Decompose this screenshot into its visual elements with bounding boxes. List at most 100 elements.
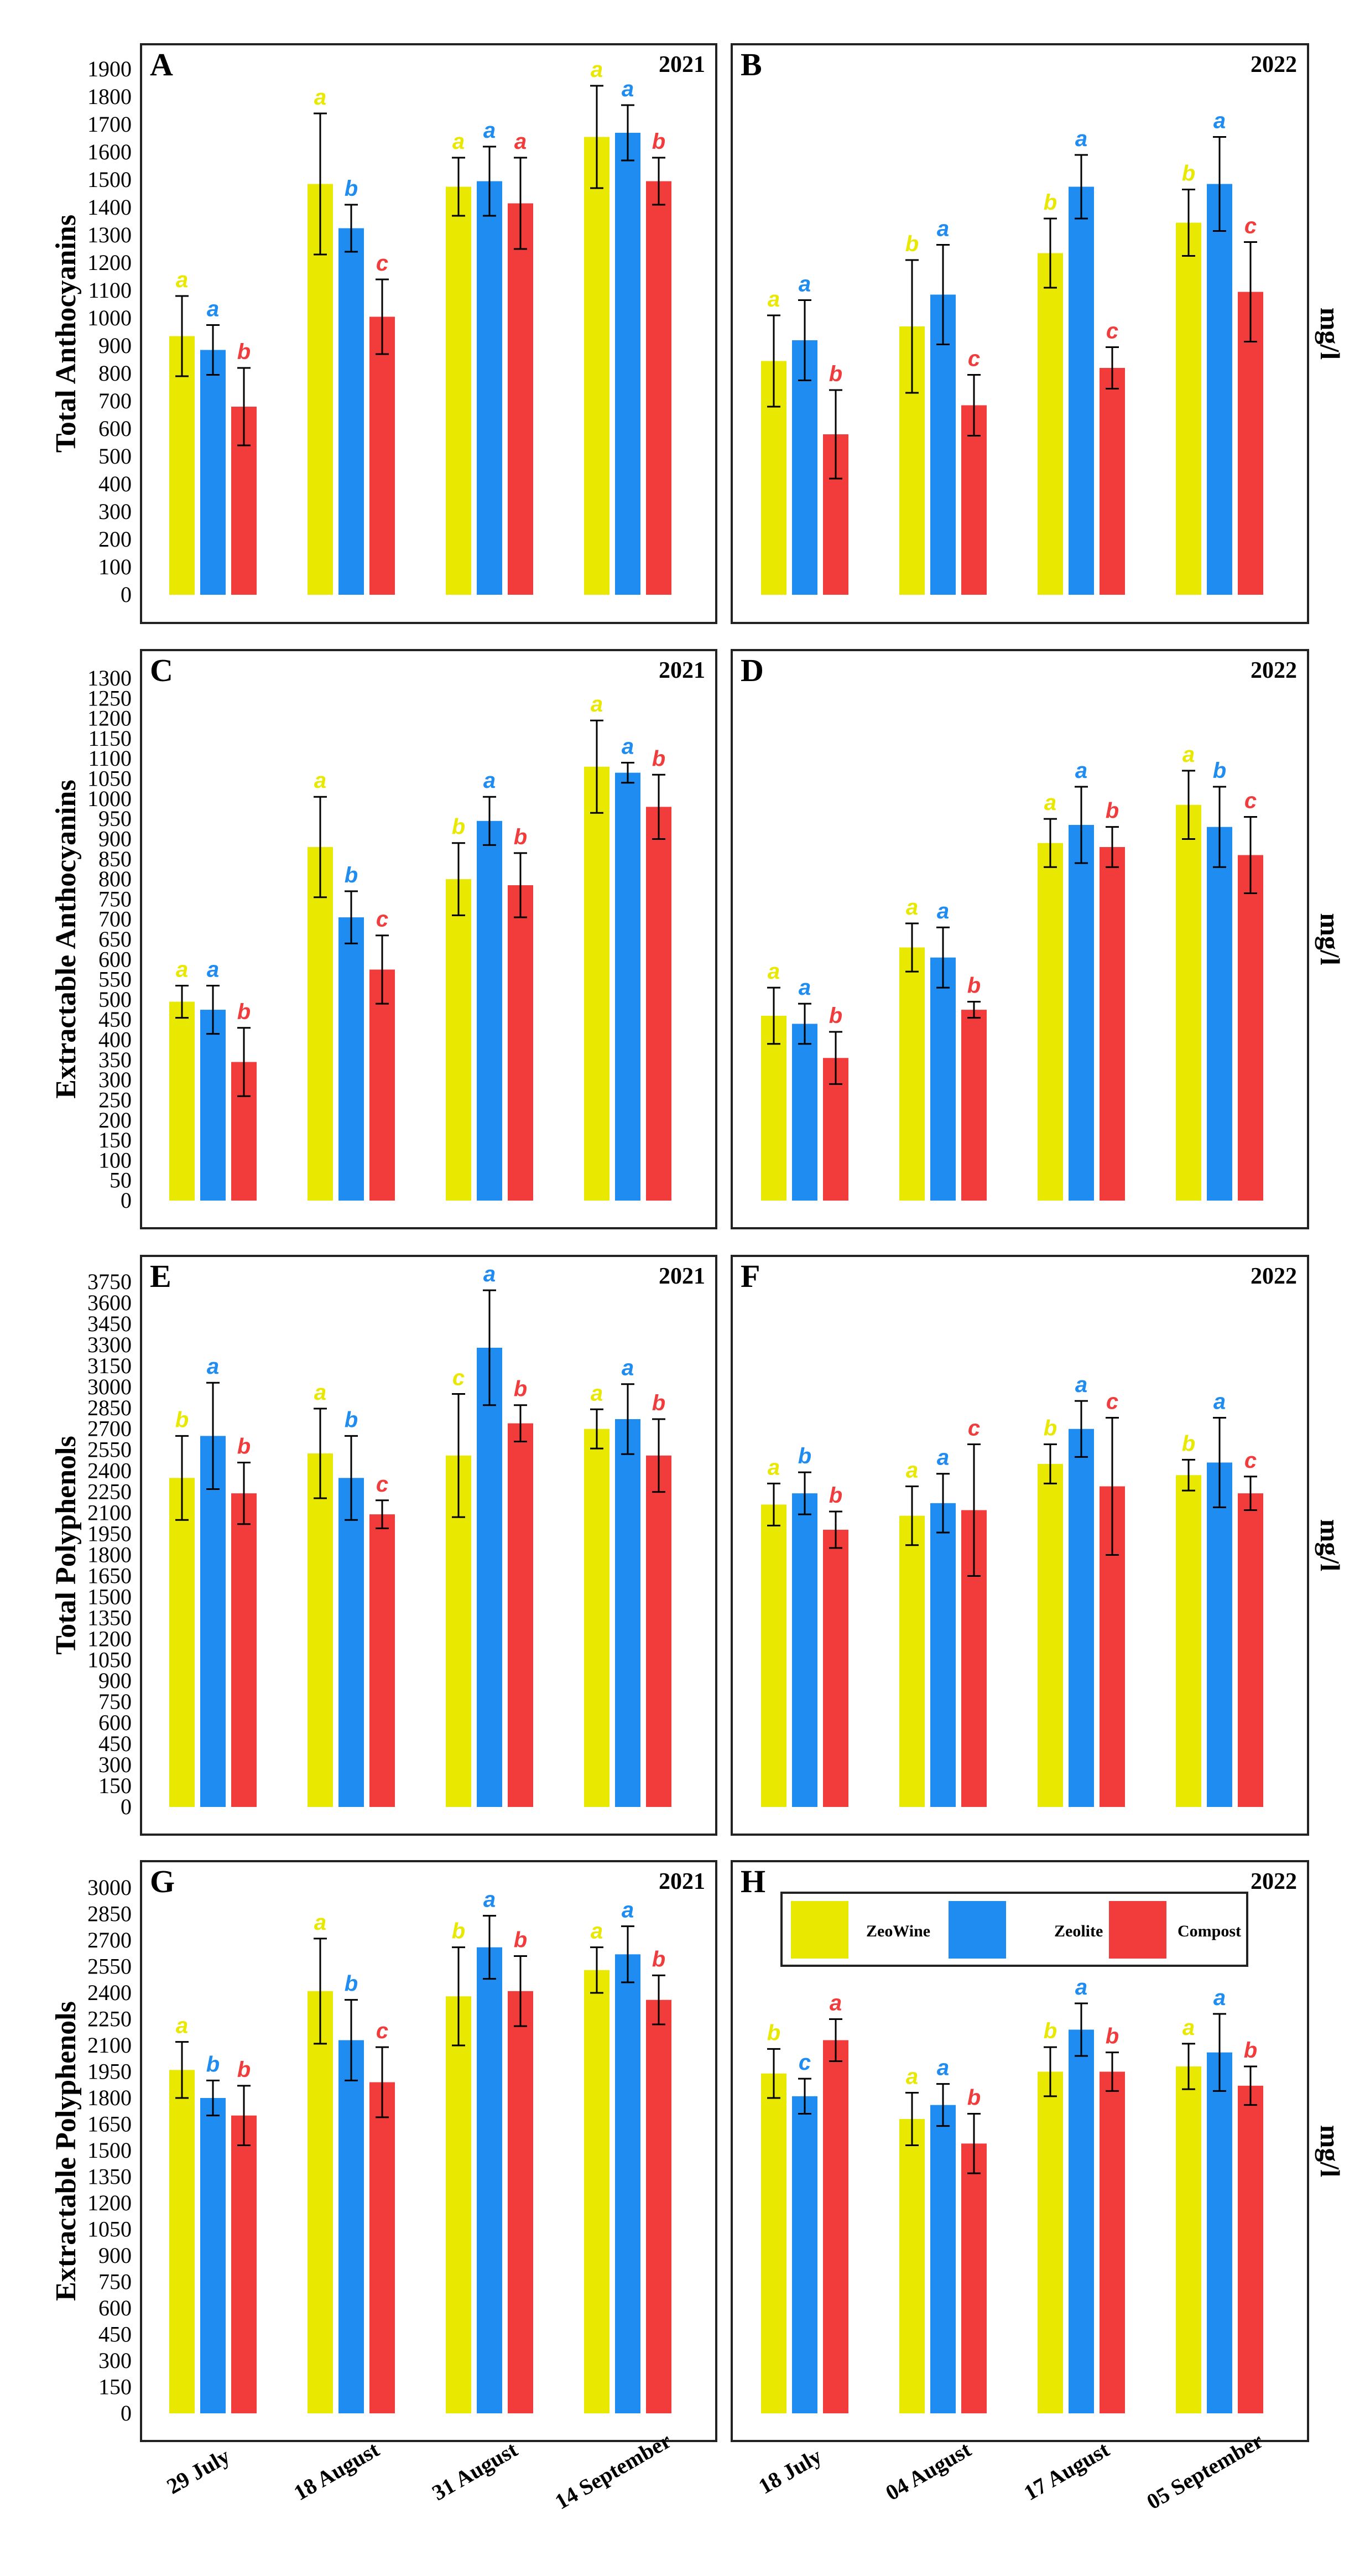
y-tick-label: 1300 bbox=[87, 666, 132, 690]
y-tick-label: 1150 bbox=[88, 726, 132, 751]
significance-letter: a bbox=[1213, 1389, 1226, 1414]
significance-letter: a bbox=[591, 1381, 603, 1405]
bar-compost bbox=[1238, 855, 1263, 1201]
bar-zeolite bbox=[338, 2040, 364, 2413]
bar-zeolite bbox=[338, 1478, 364, 1807]
y-tick-label: 2400 bbox=[87, 1458, 132, 1483]
panel-year: 2021 bbox=[659, 52, 705, 77]
significance-letter: b bbox=[452, 815, 465, 839]
y-tick-label: 1950 bbox=[87, 2059, 132, 2084]
significance-letter: b bbox=[767, 2021, 780, 2045]
bar-compost bbox=[1100, 846, 1125, 1201]
significance-letter: c bbox=[1244, 1448, 1257, 1473]
significance-letter: a bbox=[830, 1991, 842, 2016]
y-tick-label: 900 bbox=[98, 826, 132, 851]
significance-letter: a bbox=[314, 1910, 326, 1935]
bar-zeolite bbox=[477, 820, 502, 1201]
panel-year: 2022 bbox=[1251, 52, 1297, 77]
y-tick-label: 1400 bbox=[87, 195, 132, 220]
y-tick-label: 2700 bbox=[87, 1928, 132, 1952]
legend-box bbox=[780, 1892, 1248, 1967]
y-tick-label: 2400 bbox=[87, 1980, 132, 2005]
significance-letter: b bbox=[206, 2052, 220, 2076]
unit-label: mg/l bbox=[1315, 308, 1346, 360]
y-tick-label: 450 bbox=[98, 1731, 132, 1756]
bar-zeowine bbox=[1038, 843, 1063, 1201]
panel-g: G 2021 01503004506007509001050120013501500… bbox=[50, 1863, 705, 2426]
y-tick-label: 1600 bbox=[87, 139, 132, 164]
significance-letter: a bbox=[622, 734, 634, 759]
significance-letter: a bbox=[1213, 1986, 1226, 2010]
y-tick-label: 3000 bbox=[87, 1374, 132, 1399]
significance-letter: a bbox=[1213, 109, 1226, 133]
significance-letter: c bbox=[376, 2019, 388, 2043]
significance-letter: b bbox=[967, 974, 981, 998]
y-tick-label: 250 bbox=[98, 1087, 132, 1112]
bar-zeowine bbox=[1038, 1463, 1063, 1807]
bar-zeowine bbox=[584, 1970, 609, 2413]
significance-letter: c bbox=[1106, 1389, 1118, 1414]
bar-zeolite bbox=[1069, 2029, 1094, 2413]
significance-letter: a bbox=[314, 1380, 326, 1405]
significance-letter: b bbox=[905, 232, 919, 256]
unit-label: mg/l bbox=[1315, 2125, 1346, 2178]
bar-zeowine bbox=[308, 846, 333, 1201]
bar-zeolite bbox=[1207, 2052, 1232, 2413]
x-tick-label: 29 July bbox=[163, 2443, 234, 2499]
panel-year: 2021 bbox=[659, 1869, 705, 1894]
bar-zeolite bbox=[200, 350, 226, 595]
bar-zeolite bbox=[477, 1947, 502, 2413]
significance-letter: b bbox=[652, 746, 665, 771]
legend-swatch-zeowine bbox=[791, 1901, 848, 1959]
y-tick-label: 300 bbox=[98, 1752, 132, 1777]
y-tick-label: 850 bbox=[98, 846, 132, 871]
y-tick-label: 50 bbox=[110, 1168, 132, 1193]
bar-zeolite bbox=[615, 772, 640, 1201]
bar-zeolite bbox=[338, 228, 364, 595]
significance-letter: b bbox=[514, 1928, 527, 1952]
bar-compost bbox=[961, 1010, 987, 1201]
y-tick-label: 750 bbox=[98, 2269, 132, 2294]
panel-letter: D bbox=[741, 652, 764, 688]
significance-letter: a bbox=[483, 1888, 496, 1912]
panel-year: 2021 bbox=[659, 658, 705, 683]
bar-zeowine bbox=[169, 2070, 195, 2413]
bar-zeolite bbox=[792, 1024, 817, 1201]
significance-letter: b bbox=[237, 1434, 251, 1458]
bar-zeolite bbox=[200, 1010, 226, 1201]
y-tick-label: 600 bbox=[98, 947, 132, 972]
bar-compost bbox=[646, 1455, 671, 1807]
bar-zeowine bbox=[169, 336, 195, 595]
bar-zeolite bbox=[792, 340, 817, 595]
significance-letter: b bbox=[345, 863, 358, 887]
panel-year: 2022 bbox=[1251, 1869, 1297, 1894]
y-tick-label: 2100 bbox=[87, 1500, 132, 1525]
y-tick-label: 0 bbox=[121, 582, 132, 607]
significance-letter: a bbox=[483, 1262, 496, 1286]
y-tick-label: 700 bbox=[98, 388, 132, 413]
y-tick-label: 1100 bbox=[88, 746, 132, 771]
significance-letter: a bbox=[176, 268, 188, 292]
y-tick-label: 600 bbox=[98, 2295, 132, 2320]
bar-zeowine bbox=[899, 947, 925, 1201]
y-axis-title: Extractable Anthocyanins bbox=[50, 780, 82, 1098]
significance-letter: a bbox=[937, 2056, 949, 2080]
bar-zeolite bbox=[1069, 1429, 1094, 1807]
bar-compost bbox=[646, 807, 671, 1201]
y-tick-label: 0 bbox=[121, 1188, 132, 1213]
bar-zeowine bbox=[761, 2073, 786, 2413]
y-axis-title: Total Anthocyanins bbox=[50, 215, 82, 453]
y-tick-label: 800 bbox=[98, 866, 132, 891]
significance-letter: a bbox=[207, 1354, 219, 1379]
panel-year: 2021 bbox=[659, 1264, 705, 1289]
bar-zeowine bbox=[169, 1001, 195, 1201]
y-tick-label: 3300 bbox=[87, 1332, 132, 1357]
y-tick-label: 1500 bbox=[87, 2138, 132, 2163]
significance-letter: a bbox=[768, 287, 780, 311]
significance-letter: a bbox=[1075, 1975, 1087, 1999]
significance-letter: a bbox=[906, 1458, 918, 1482]
significance-letter: b bbox=[452, 1919, 465, 1944]
legend-label-compost: Compost bbox=[1178, 1922, 1241, 1940]
y-tick-label: 300 bbox=[98, 2348, 132, 2373]
